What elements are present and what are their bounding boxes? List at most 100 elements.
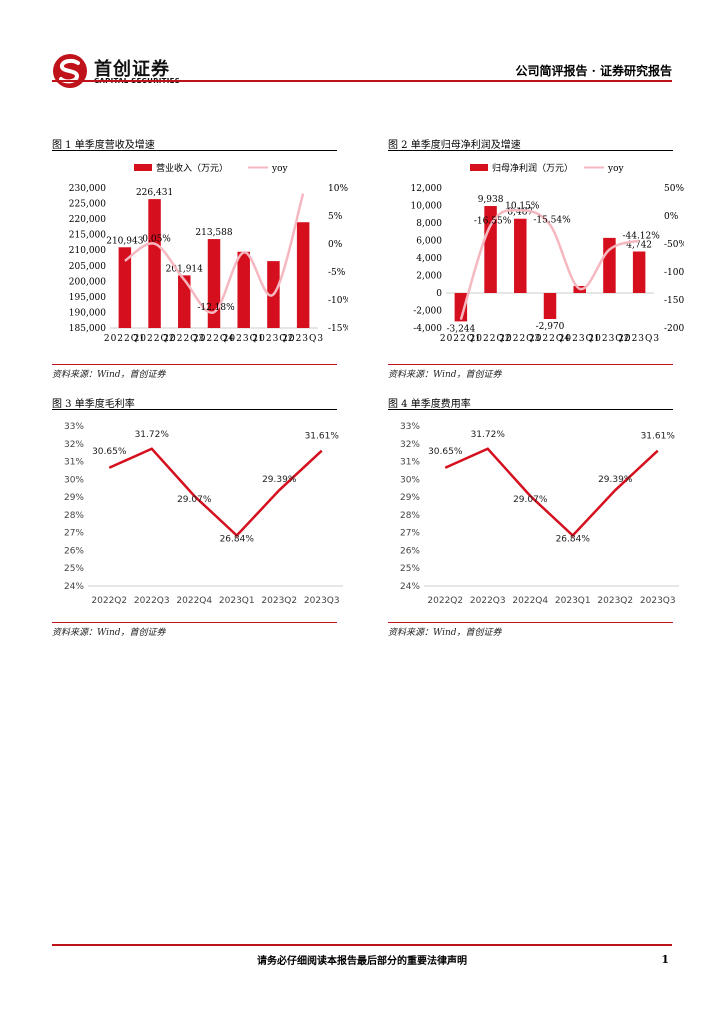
fig1-bar-data-label: 210,943 xyxy=(106,236,143,246)
fig2-right-tick-label: 50% xyxy=(664,184,684,194)
fig2-right-tick-label: -200% xyxy=(664,324,684,334)
fig1-left-tick-label: 195,000 xyxy=(69,293,106,303)
fig1-right-tick-label: 5% xyxy=(328,212,343,222)
fig2-category-label: 2023Q2 xyxy=(588,334,630,344)
fig2-bar-data-label: -3,244 xyxy=(446,324,475,334)
fig1-category-label: 2022Q4 xyxy=(193,334,235,344)
fig2-category-label: 2022Q2 xyxy=(470,334,512,344)
fig4-data-label: 30.65% xyxy=(428,447,463,457)
fig2-category-label: 2022Q1 xyxy=(440,334,482,344)
fig1-bar xyxy=(178,275,191,328)
figure-4-source: 资料来源：Wind，首创证券 xyxy=(388,628,502,638)
fig1-left-tick-label: 200,000 xyxy=(69,277,106,287)
figure-1-chart: 营业收入（万元） yoy230,000225,000220,000215,0002… xyxy=(69,162,348,344)
fig4-category-label: 2023Q3 xyxy=(640,596,676,606)
fig1-left-tick-label: 190,000 xyxy=(69,308,106,318)
page-number: 1 xyxy=(661,953,669,966)
figure-3-title: 图 3 单季度毛利率 xyxy=(52,399,135,410)
fig1-left-tick-label: 210,000 xyxy=(69,246,106,256)
fig1-left-tick-label: 205,000 xyxy=(69,262,106,272)
fig1-right-tick-label: 10% xyxy=(328,184,348,194)
logo-chinese-name: 首创证券 xyxy=(94,59,170,80)
fig3-category-label: 2022Q3 xyxy=(134,596,170,606)
fig2-bar xyxy=(484,206,497,293)
figure-4-source-rule xyxy=(388,622,673,623)
fig2-bar xyxy=(514,218,527,293)
fig2-right-tick-label: -100% xyxy=(664,268,684,278)
figure-2-source: 资料来源：Wind，首创证券 xyxy=(388,370,502,380)
fig1-left-tick-label: 225,000 xyxy=(69,200,106,210)
fig4-data-label: 31.72% xyxy=(471,430,506,440)
fig1-category-label: 2022Q3 xyxy=(163,334,205,344)
fig4-category-label: 2023Q2 xyxy=(597,596,633,606)
fig4-y-tick-label: 26% xyxy=(400,546,420,556)
fig2-left-tick-label: -4,000 xyxy=(413,324,442,334)
fig1-category-label: 2022Q2 xyxy=(134,334,176,344)
fig3-y-tick-label: 31% xyxy=(64,458,84,468)
figure-4-chart: 33% 32% 31% 30% 29% 28% 27% 26% 25% 24% 30.65% 31.7… xyxy=(400,422,679,606)
fig1-bar xyxy=(207,239,221,328)
footer-rule xyxy=(52,944,672,946)
fig1-legend-bar-swatch xyxy=(134,164,152,171)
fig2-bar xyxy=(543,293,557,319)
fig1-category-label: 2022Q1 xyxy=(104,334,146,344)
fig4-y-tick-label: 25% xyxy=(400,564,420,574)
fig4-category-label: 2023Q1 xyxy=(555,596,591,606)
fig1-yoy-data-label: 0.05% xyxy=(142,235,171,245)
fig2-left-tick-label: 10,000 xyxy=(411,202,443,212)
fig4-y-tick-label: 31% xyxy=(400,458,420,468)
fig1-bar-data-label: 201,914 xyxy=(166,264,203,274)
fig1-left-tick-label: 230,000 xyxy=(69,184,106,194)
fig4-y-tick-label: 27% xyxy=(400,529,420,539)
fig2-left-tick-label: 6,000 xyxy=(416,237,442,247)
fig3-category-label: 2023Q3 xyxy=(304,596,340,606)
fig2-left-tick-label: 8,000 xyxy=(416,219,442,229)
fig2-yoy-data-label: 10.15% xyxy=(505,201,540,211)
fig1-legend-line-label: yoy xyxy=(271,164,289,174)
fig2-legend-bar-label: 归母净利润（万元） xyxy=(492,162,573,174)
fig4-y-tick-label: 24% xyxy=(400,582,420,592)
fig1-bar-data-label: 213,588 xyxy=(195,228,232,238)
fig1-bar-data-label: 226,431 xyxy=(136,188,173,198)
fig2-right-tick-label: 0% xyxy=(664,212,679,222)
fig3-data-label: 29.07% xyxy=(177,495,212,505)
figure-2-title-rule xyxy=(388,150,673,151)
fig1-category-label: 2023Q2 xyxy=(252,334,294,344)
figure-1-source: 资料来源：Wind，首创证券 xyxy=(52,370,166,380)
fig2-left-tick-label: 4,000 xyxy=(416,254,442,264)
fig3-data-label: 26.84% xyxy=(220,535,255,545)
figure-3-source-rule xyxy=(52,622,337,623)
fig1-right-tick-label: -15% xyxy=(328,324,348,334)
fig2-yoy-data-label: -15.54% xyxy=(533,216,571,226)
fig4-category-label: 2022Q3 xyxy=(470,596,506,606)
fig2-yoy-line xyxy=(459,208,640,320)
fig2-category-label: 2023Q3 xyxy=(618,334,660,344)
fig2-left-tick-label: 2,000 xyxy=(416,272,442,282)
fig2-right-tick-label: -50% xyxy=(664,240,684,250)
figure-4-title-rule xyxy=(388,409,673,410)
fig3-y-tick-label: 30% xyxy=(64,475,84,485)
fig2-category-label: 2023Q1 xyxy=(559,334,601,344)
fig3-y-tick-label: 25% xyxy=(64,564,84,574)
fig4-category-label: 2022Q2 xyxy=(427,596,463,606)
fig2-bar xyxy=(632,251,646,293)
fig2-legend-line-label: yoy xyxy=(607,164,625,174)
fig2-right-tick-label: -150% xyxy=(664,296,684,306)
fig1-bar xyxy=(296,222,310,328)
fig3-category-label: 2023Q2 xyxy=(261,596,297,606)
fig1-legend-bar-label: 营业收入（万元） xyxy=(156,162,228,174)
fig3-data-label: 29.39% xyxy=(262,475,297,485)
fig4-category-label: 2022Q4 xyxy=(512,596,548,606)
fig2-bar-data-label: -2,970 xyxy=(536,322,565,332)
legal-disclaimer: 请务必仔细阅读本报告最后部分的重要法律声明 xyxy=(257,956,467,967)
fig1-right-tick-label: -10% xyxy=(328,296,348,306)
fig4-y-tick-label: 33% xyxy=(400,422,420,432)
fig3-line xyxy=(108,447,323,538)
fig2-bar-data-label: 9,938 xyxy=(478,195,504,205)
fig2-left-tick-label: 12,000 xyxy=(411,184,443,194)
fig4-y-tick-label: 29% xyxy=(400,493,420,503)
fig3-y-tick-label: 32% xyxy=(64,440,84,450)
figure-4-title: 图 4 单季度费用率 xyxy=(388,399,471,410)
fig3-data-label: 31.61% xyxy=(305,432,340,442)
fig1-yoy-line xyxy=(124,193,305,314)
